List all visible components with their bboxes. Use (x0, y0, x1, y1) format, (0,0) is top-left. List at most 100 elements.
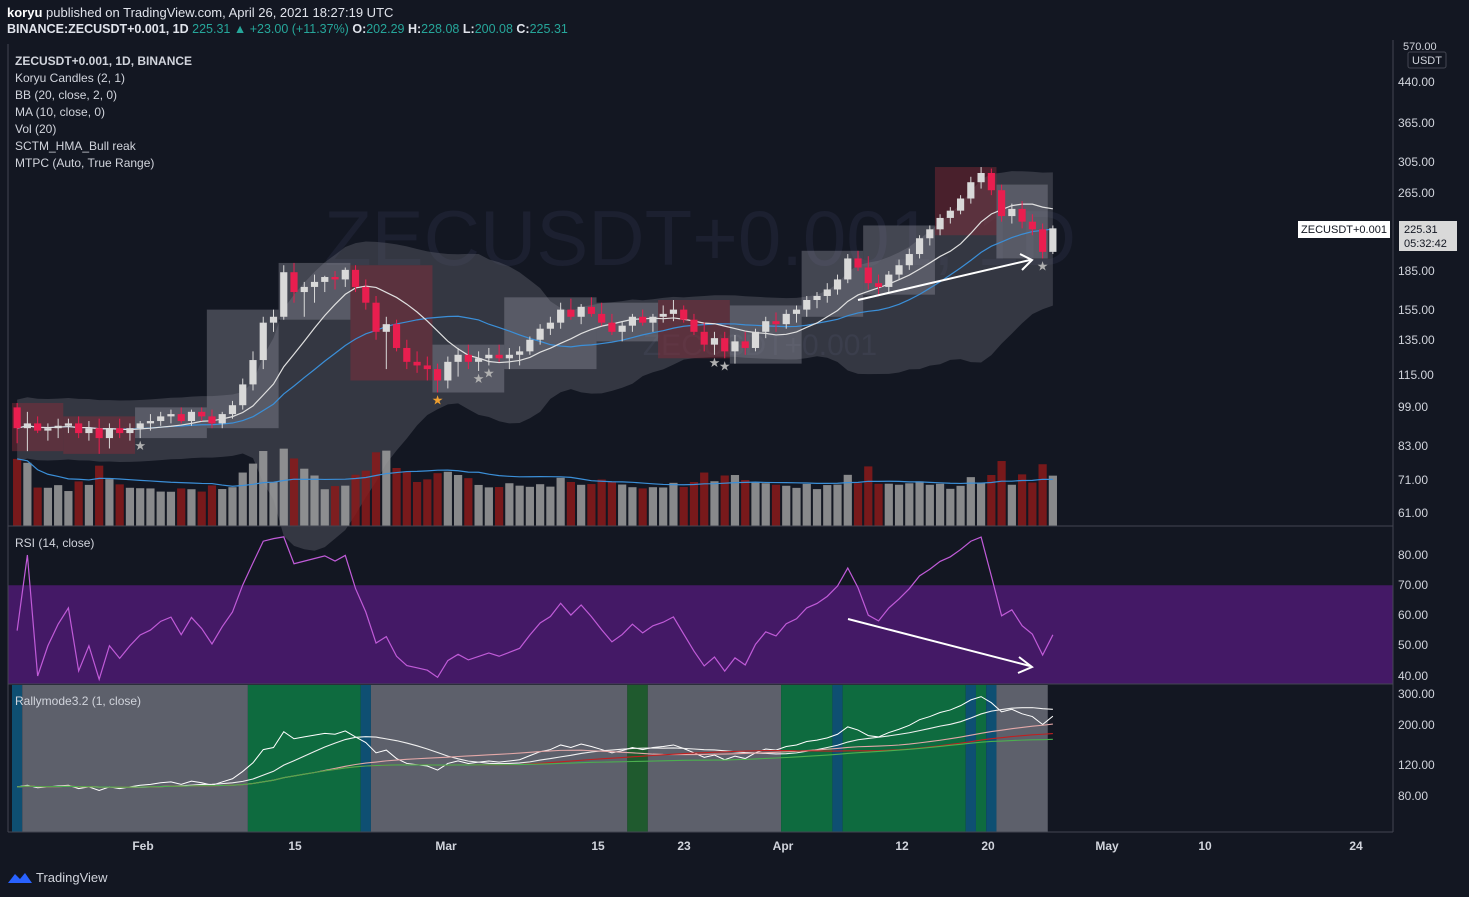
candle-body (998, 190, 1006, 217)
candle-body (905, 254, 913, 266)
volume-bar (864, 466, 873, 526)
candle-body (926, 229, 934, 239)
candle-body (567, 309, 575, 317)
legend-item[interactable]: MA (10, close, 0) (15, 105, 106, 119)
candle-body (762, 321, 770, 332)
price-axis-top-label: 570.00 (1403, 41, 1437, 53)
candle-body (116, 428, 124, 434)
volume-bar (782, 485, 791, 526)
candle-body (792, 309, 801, 314)
volume-bar (13, 458, 22, 526)
volume-bar (689, 482, 699, 526)
time-tick-label: Feb (132, 839, 153, 853)
time-tick-label: Mar (435, 839, 457, 853)
volume-bar (33, 487, 42, 526)
rsi-pane[interactable] (8, 536, 1393, 684)
volume-bar (269, 482, 278, 526)
rally-legend[interactable]: Rallymode3.2 (1, close) (15, 694, 142, 708)
candle-body (516, 351, 524, 355)
legend-item[interactable]: BB (20, close, 2, 0) (15, 88, 118, 102)
legend-item[interactable]: SCTM_HMA_Bull reak (15, 139, 136, 153)
rally-tick-label: 120.00 (1398, 758, 1435, 772)
rally-tick-label: 200.00 (1398, 718, 1435, 732)
candle-body (546, 322, 554, 329)
volume-bar (23, 462, 32, 526)
countdown-label: 05:32:42 (1404, 238, 1447, 250)
candle-body (772, 321, 780, 325)
volume-bar (238, 472, 247, 526)
candle-body (833, 279, 842, 290)
candle-body (126, 428, 134, 434)
candle-body (54, 425, 62, 429)
star-icon: ★ (432, 392, 444, 407)
volume-bar (1028, 482, 1037, 526)
arrow-head-icon (1017, 656, 1034, 674)
last-symbol-tag (1298, 221, 1390, 238)
candle-body (239, 384, 247, 406)
arrow-head-icon (1019, 253, 1034, 271)
star-icon: ★ (709, 355, 721, 370)
rsi-line (16, 536, 1054, 682)
candle-body (987, 172, 995, 191)
rally-pane[interactable] (12, 685, 1054, 832)
volume-bar (177, 488, 186, 526)
volume-bar (843, 474, 852, 526)
price-tick-label: 305.00 (1398, 155, 1435, 169)
axes[interactable]: 570.00 USDT 440.00 365.00 305.00 265.00 185.00… (7, 40, 1457, 853)
tradingview-logo[interactable]: TradingView (8, 870, 108, 885)
candle-body (44, 428, 52, 431)
rsi-band (8, 585, 1393, 684)
publish-line: koryu published on TradingView.com, Apri… (7, 5, 393, 20)
legend-item[interactable]: MTPC (Auto, True Range) (15, 156, 155, 170)
rsi-legend[interactable]: RSI (14, close) (15, 536, 95, 550)
candle-body (782, 313, 790, 325)
volume-bar (1018, 474, 1027, 526)
volume-bar (207, 485, 217, 526)
volume-bar (453, 474, 463, 526)
price-tick-label: 115.00 (1398, 368, 1434, 382)
volume-bar (669, 482, 678, 526)
volume-bar (638, 488, 647, 526)
high-value: 228.08 (421, 22, 460, 36)
star-icon: ★ (483, 365, 495, 380)
volume-bar (495, 487, 504, 526)
author-name[interactable]: koryu (7, 5, 43, 20)
candle-body (1039, 229, 1047, 252)
volume-bar (946, 488, 955, 526)
volume-bar (925, 484, 934, 526)
volume-bar (730, 475, 740, 526)
volume-bar (474, 484, 483, 526)
volume-bar (1048, 475, 1057, 526)
rally-regime-band (986, 685, 997, 832)
candle-body (618, 325, 626, 332)
volume-bar (341, 485, 350, 526)
candle-body (23, 423, 31, 429)
volume-bar (371, 452, 381, 526)
price-tick-label: 61.00 (1398, 506, 1428, 520)
candle-body (75, 423, 83, 434)
volume-bar (587, 484, 596, 526)
legend-item[interactable]: Vol (20) (15, 122, 57, 136)
candle-body (895, 265, 903, 275)
volume-bar (320, 489, 329, 526)
candle-body (577, 306, 585, 317)
volume-ma-line (17, 458, 1053, 487)
unit-badge (1407, 51, 1447, 69)
candle-body (1049, 228, 1057, 252)
price-tick-label: 185.00 (1398, 264, 1435, 278)
rsi-tick-label: 60.00 (1398, 608, 1428, 622)
legend-item[interactable]: Koryu Candles (2, 1) (15, 71, 126, 85)
last-price: 225.31 (192, 22, 231, 36)
volume-bar (546, 486, 555, 526)
volume-bar (966, 477, 975, 526)
last-price-tag (1399, 221, 1457, 251)
candle-body (495, 354, 503, 359)
candle-body (659, 313, 667, 317)
symbol-watermark-2: ZECUSDT+0.001 (643, 329, 877, 362)
rally-regime-band (832, 685, 843, 832)
legend-title[interactable]: ZECUSDT+0.001, 1D, BINANCE (15, 54, 193, 68)
candle-body (741, 341, 749, 348)
volume-bar (802, 483, 811, 526)
volume-bar (536, 484, 545, 526)
